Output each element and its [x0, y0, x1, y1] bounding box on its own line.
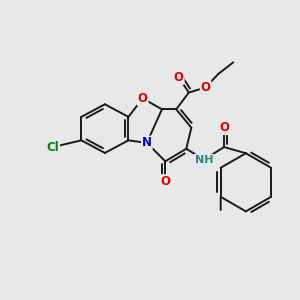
Text: N: N [142, 136, 152, 149]
Text: NH: NH [195, 155, 213, 165]
Text: O: O [201, 81, 211, 94]
Text: O: O [160, 175, 170, 188]
Text: Cl: Cl [46, 141, 59, 154]
Text: O: O [219, 121, 229, 134]
Text: O: O [138, 92, 148, 105]
Text: O: O [174, 71, 184, 84]
